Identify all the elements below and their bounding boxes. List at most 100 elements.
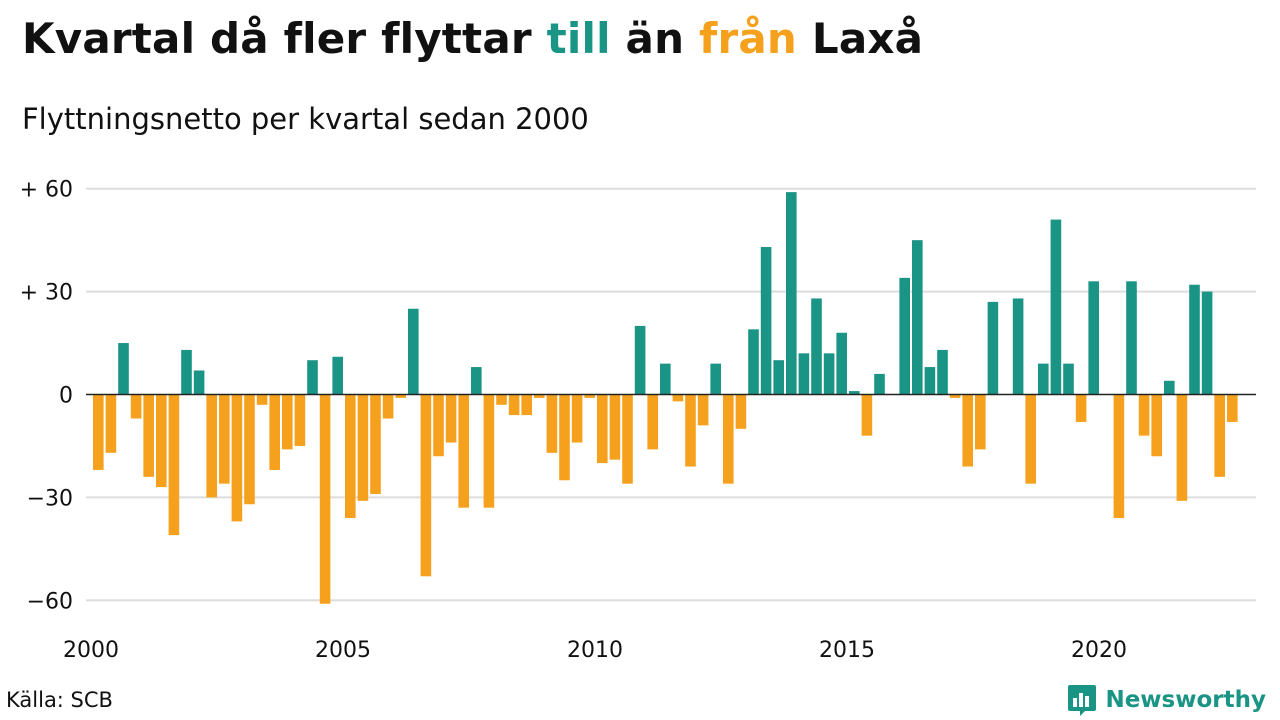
bar <box>1038 363 1049 395</box>
bar <box>975 394 986 450</box>
bar <box>219 394 230 484</box>
x-tick-label: 2000 <box>63 638 119 663</box>
bar <box>508 394 520 416</box>
x-tick-label: 2020 <box>1071 638 1127 663</box>
bar <box>357 394 369 501</box>
bar <box>231 394 243 522</box>
bar <box>433 394 444 457</box>
y-tick-label: + 60 <box>20 178 73 203</box>
y-tick-label: −30 <box>27 486 73 511</box>
x-tick-labels: 2000 2005 2010 2015 2020 <box>63 638 1127 663</box>
bar <box>105 394 117 453</box>
bar <box>408 308 419 395</box>
bar <box>1025 394 1036 484</box>
bar <box>1063 363 1074 395</box>
brand-logo: Newsworthy <box>1067 683 1266 717</box>
bar <box>445 394 457 443</box>
bar <box>559 394 570 481</box>
bar <box>118 343 129 395</box>
bar <box>597 394 608 464</box>
y-tick-label: 0 <box>59 384 73 409</box>
bar <box>1201 291 1213 395</box>
y-tick-label: −60 <box>27 589 73 614</box>
bar <box>1113 394 1125 518</box>
bar <box>697 394 709 426</box>
bar <box>773 360 784 395</box>
title-part-1: Kvartal då fler flyttar <box>22 14 547 63</box>
bar <box>1075 394 1087 422</box>
bar <box>130 394 142 419</box>
bar <box>206 394 217 498</box>
newsworthy-icon <box>1068 685 1097 716</box>
bar <box>332 356 343 395</box>
bar <box>395 394 406 398</box>
bar <box>546 394 558 453</box>
bar <box>319 394 331 604</box>
grid-lines <box>86 187 1256 602</box>
chart-subtitle: Flyttningsnetto per kvartal sedan 2000 <box>22 102 589 136</box>
bar <box>521 394 532 416</box>
bar <box>634 325 646 395</box>
bar <box>949 394 961 398</box>
bar <box>244 394 255 505</box>
bar <box>647 394 658 450</box>
bar <box>496 394 507 405</box>
bars <box>93 192 1238 604</box>
x-tick-label: 2010 <box>567 638 623 663</box>
bar <box>168 394 180 536</box>
bar <box>1164 380 1175 395</box>
bar <box>811 298 822 395</box>
bar <box>710 363 721 395</box>
bar <box>483 394 495 508</box>
bar <box>571 394 583 443</box>
bar <box>307 360 318 395</box>
bar <box>282 394 293 450</box>
bar <box>622 394 633 484</box>
bar <box>93 394 104 470</box>
bar <box>723 394 734 484</box>
bar <box>1050 219 1062 395</box>
chart-title: Kvartal då fler flyttar till än från Lax… <box>22 14 923 63</box>
bar <box>760 247 772 395</box>
bar <box>420 394 432 577</box>
bar <box>534 394 545 398</box>
bar <box>1126 281 1137 395</box>
bar <box>849 391 860 395</box>
bar <box>899 277 910 395</box>
bar <box>672 394 684 402</box>
bar <box>294 394 306 446</box>
bar <box>370 394 381 494</box>
bar <box>256 394 268 405</box>
bar <box>1176 394 1188 501</box>
bar <box>156 394 167 488</box>
brand-name: Newsworthy <box>1105 687 1266 713</box>
bar <box>1189 284 1200 395</box>
bar <box>1012 298 1024 395</box>
y-tick-label: + 30 <box>20 281 73 306</box>
bar <box>786 192 797 395</box>
bar <box>836 332 847 395</box>
bar <box>685 394 696 467</box>
bar <box>181 349 192 395</box>
bar <box>382 394 394 419</box>
bar <box>193 370 205 395</box>
bar <box>1088 281 1099 395</box>
title-part-2: än <box>610 14 699 63</box>
x-tick-label: 2005 <box>315 638 371 663</box>
bar <box>1151 394 1162 457</box>
bar <box>1138 394 1150 436</box>
bar <box>735 394 747 429</box>
title-word-in: till <box>546 14 611 63</box>
bar <box>924 367 936 395</box>
bar <box>1227 394 1238 422</box>
bar <box>471 367 482 395</box>
source-note: Källa: SCB <box>6 688 113 712</box>
bar <box>609 394 621 460</box>
y-tick-labels: + 60 + 30 0 −30 −60 <box>20 178 73 615</box>
bar <box>269 394 280 470</box>
x-tick-label: 2015 <box>819 638 875 663</box>
bar <box>987 301 999 395</box>
title-word-out: från <box>699 14 798 63</box>
bar <box>584 394 595 398</box>
